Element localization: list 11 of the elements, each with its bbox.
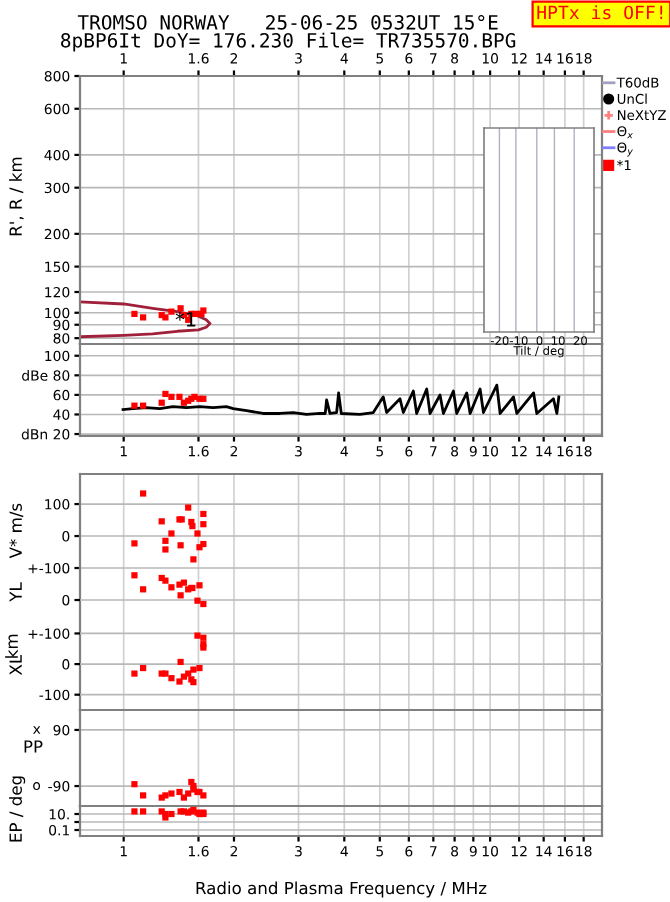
y-axis-title: R', R / km <box>9 157 24 236</box>
chart-title: TROMSO NORWAY 25-06-25 0532UT 15°E <box>77 14 498 30</box>
y-axis-title: EP / deg <box>9 776 26 842</box>
y-axis-title: PP <box>24 740 43 753</box>
text: HPTx is OFF! <box>537 5 663 20</box>
text: km <box>5 634 18 658</box>
x-axis-title: Radio and Plasma Frequency / MHz <box>196 881 487 898</box>
chart-subtitle: 8pBP6It DoY= 176.230 File= TR735570.BPG <box>61 32 516 52</box>
y-axis-title: YL <box>9 582 22 602</box>
y-axis-title: V* m/s <box>9 503 24 559</box>
y-axis-title: XL <box>9 654 22 676</box>
